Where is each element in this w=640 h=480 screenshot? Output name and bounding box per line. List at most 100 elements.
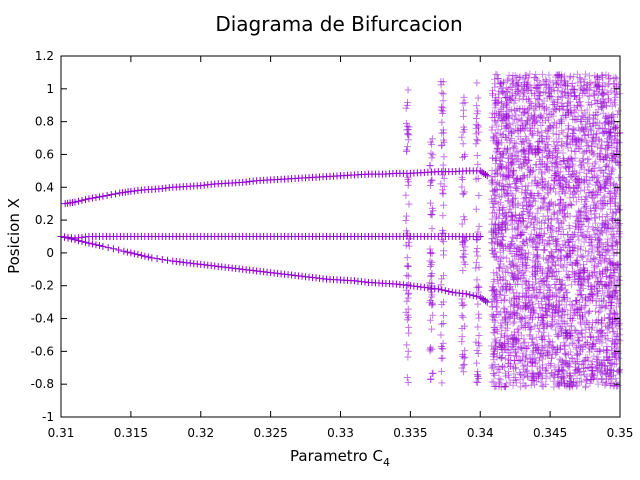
- chaotic-point: [570, 247, 578, 255]
- chaotic-point: [614, 299, 622, 307]
- chaotic-point: [601, 114, 609, 122]
- chaotic-point: [500, 203, 508, 211]
- chaotic-point: [571, 188, 579, 196]
- chaotic-point: [540, 321, 548, 329]
- chaotic-point: [522, 351, 530, 359]
- chaotic-point: [591, 214, 599, 222]
- chaotic-point: [489, 203, 497, 211]
- chaotic-point: [554, 257, 562, 265]
- chaotic-point: [587, 235, 595, 243]
- chaotic-point: [579, 159, 587, 167]
- chaotic-point: [596, 167, 604, 175]
- chaotic-point: [549, 112, 557, 120]
- chaotic-point: [557, 356, 565, 364]
- chaotic-point: [576, 118, 584, 126]
- chaotic-point: [511, 178, 519, 186]
- chaotic-point: [542, 256, 550, 264]
- chaotic-point: [593, 358, 601, 366]
- chaotic-point: [506, 96, 514, 104]
- chaotic-point: [611, 360, 619, 368]
- y-tick-label: -0.6: [31, 344, 54, 358]
- chaotic-point: [588, 325, 596, 333]
- chaotic-point: [550, 172, 558, 180]
- chaotic-point: [544, 305, 552, 313]
- chaotic-point: [545, 264, 553, 272]
- chaotic-point: [592, 99, 600, 107]
- chaotic-point: [564, 231, 572, 239]
- chaotic-point: [553, 154, 561, 162]
- band-point: [440, 182, 448, 190]
- chaotic-point: [589, 224, 597, 232]
- chaotic-point: [609, 360, 617, 368]
- chaotic-point: [596, 98, 604, 106]
- chaotic-point: [494, 140, 502, 148]
- chaotic-point: [589, 150, 597, 158]
- chaotic-point: [516, 267, 524, 275]
- chaotic-point: [569, 171, 577, 179]
- data-point: [74, 197, 82, 205]
- chaotic-point: [506, 247, 514, 255]
- chaotic-point: [604, 187, 612, 195]
- chaotic-point: [563, 159, 571, 167]
- chaotic-point: [511, 203, 519, 211]
- chaotic-point: [546, 111, 554, 119]
- chaotic-point: [607, 266, 615, 274]
- chaotic-point: [573, 297, 581, 305]
- chaotic-point: [507, 158, 515, 166]
- chaotic-point: [501, 276, 509, 284]
- chaotic-point: [492, 303, 500, 311]
- chaotic-point: [545, 342, 553, 350]
- chaotic-point: [550, 254, 558, 262]
- chaotic-point: [528, 298, 536, 306]
- chaotic-point: [548, 302, 556, 310]
- chaotic-point: [527, 168, 535, 176]
- chaotic-point: [597, 369, 605, 377]
- chaotic-point: [500, 382, 508, 390]
- data-point: [67, 235, 75, 243]
- chaotic-point: [519, 95, 527, 103]
- chaotic-point: [493, 178, 501, 186]
- band-point: [474, 121, 482, 129]
- band-point: [440, 153, 448, 161]
- chaotic-point: [526, 284, 534, 292]
- band-point: [404, 379, 412, 387]
- chaotic-point: [600, 282, 608, 290]
- chaotic-point: [576, 367, 584, 375]
- chaotic-point: [531, 322, 539, 330]
- chaotic-point: [604, 144, 612, 152]
- chaotic-point: [532, 99, 540, 107]
- chaotic-point: [567, 378, 575, 386]
- chaotic-point: [610, 274, 618, 282]
- chaotic-point: [516, 215, 524, 223]
- chaotic-point: [497, 296, 505, 304]
- chaotic-point: [530, 111, 538, 119]
- chaotic-point: [601, 381, 609, 389]
- chaotic-point: [518, 357, 526, 365]
- chaotic-point: [569, 167, 577, 175]
- chaotic-point: [502, 148, 510, 156]
- chaotic-point: [566, 297, 574, 305]
- chaotic-point: [561, 350, 569, 358]
- chaotic-point: [499, 151, 507, 159]
- chaotic-point: [562, 139, 570, 147]
- band-point: [427, 375, 435, 383]
- chaotic-point: [562, 329, 570, 337]
- chaotic-point: [502, 219, 510, 227]
- chaotic-point: [489, 188, 497, 196]
- chaotic-point: [610, 382, 618, 390]
- band-point: [403, 341, 411, 349]
- band-point: [458, 312, 466, 320]
- data-point: [112, 190, 120, 198]
- chaotic-point: [591, 214, 599, 222]
- chaotic-point: [575, 215, 583, 223]
- data-point: [99, 242, 107, 250]
- band-point: [459, 351, 467, 359]
- band-point: [439, 126, 447, 134]
- chaotic-point: [501, 226, 509, 234]
- band-point: [473, 110, 481, 118]
- chaotic-point: [536, 263, 544, 271]
- chaotic-point: [547, 198, 555, 206]
- chaotic-point: [494, 271, 502, 279]
- chaotic-point: [608, 346, 616, 354]
- chaotic-point: [508, 160, 516, 168]
